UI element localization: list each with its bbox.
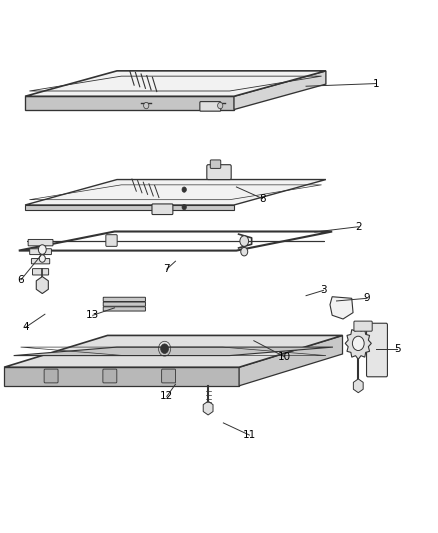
Polygon shape: [239, 335, 343, 386]
Text: 3: 3: [320, 285, 327, 295]
Polygon shape: [234, 71, 326, 110]
Circle shape: [218, 102, 223, 109]
FancyBboxPatch shape: [44, 369, 58, 383]
FancyBboxPatch shape: [106, 235, 117, 246]
Text: 13: 13: [86, 310, 99, 320]
FancyBboxPatch shape: [28, 239, 53, 246]
Polygon shape: [14, 347, 333, 356]
FancyBboxPatch shape: [367, 323, 388, 377]
Text: 2: 2: [355, 222, 362, 232]
Text: 12: 12: [160, 391, 173, 401]
FancyBboxPatch shape: [32, 259, 49, 264]
Text: 11: 11: [243, 430, 256, 440]
FancyBboxPatch shape: [200, 102, 221, 111]
Text: 7: 7: [163, 264, 170, 274]
FancyBboxPatch shape: [103, 369, 117, 383]
Polygon shape: [4, 335, 343, 367]
Circle shape: [241, 247, 248, 256]
Polygon shape: [25, 180, 326, 205]
Circle shape: [353, 336, 364, 351]
Polygon shape: [330, 297, 353, 319]
FancyBboxPatch shape: [210, 160, 221, 168]
Circle shape: [39, 245, 46, 254]
Text: 6: 6: [18, 274, 24, 285]
Text: 8: 8: [259, 193, 266, 204]
Circle shape: [161, 344, 169, 353]
Polygon shape: [25, 96, 234, 110]
Circle shape: [182, 187, 186, 192]
Circle shape: [240, 236, 249, 246]
FancyBboxPatch shape: [103, 297, 145, 302]
Text: 10: 10: [278, 352, 291, 361]
FancyBboxPatch shape: [207, 165, 231, 180]
FancyBboxPatch shape: [103, 307, 145, 311]
Circle shape: [39, 255, 46, 262]
Text: 9: 9: [364, 293, 370, 303]
Polygon shape: [345, 327, 371, 359]
Polygon shape: [25, 71, 326, 96]
FancyBboxPatch shape: [32, 269, 49, 275]
FancyBboxPatch shape: [103, 302, 145, 306]
FancyBboxPatch shape: [30, 249, 51, 255]
Text: 5: 5: [394, 344, 401, 354]
Circle shape: [144, 102, 149, 109]
FancyBboxPatch shape: [162, 369, 176, 383]
FancyBboxPatch shape: [354, 321, 372, 331]
Text: 4: 4: [22, 322, 28, 333]
FancyBboxPatch shape: [152, 204, 173, 215]
Circle shape: [182, 205, 186, 210]
Polygon shape: [25, 205, 234, 211]
Text: 1: 1: [372, 78, 379, 88]
Polygon shape: [4, 367, 239, 386]
